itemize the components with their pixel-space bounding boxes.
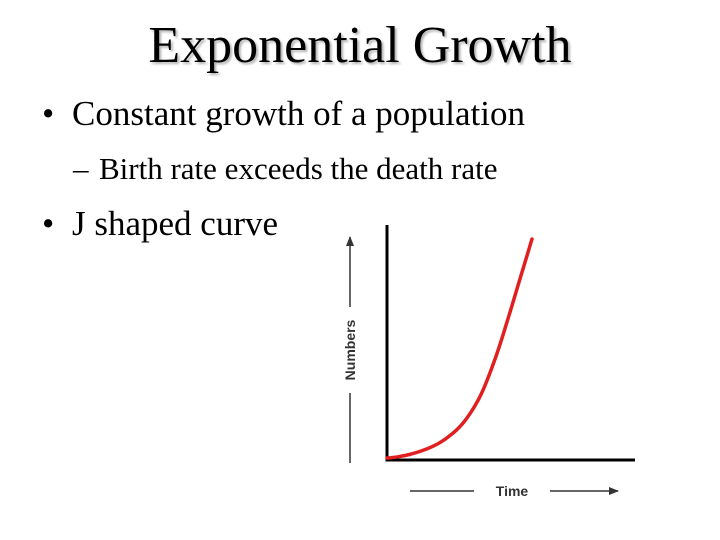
bullet-text: J shaped curve [72, 204, 279, 243]
j-curve-chart: Numbers Time [342, 225, 635, 499]
bullet-text: Constant growth of a population [72, 94, 526, 133]
sub-bullet-1: – Birth rate exceeds the death rate [73, 151, 498, 187]
sub-bullet-text: Birth rate exceeds the death rate [99, 151, 498, 186]
bullet-marker: • [42, 94, 55, 133]
slide-title: Exponential Growth [148, 17, 572, 74]
y-axis-label: Numbers [342, 319, 358, 380]
x-axis-label: Time [496, 483, 529, 499]
bullet-2: • J shaped curve [42, 204, 278, 244]
dash-marker: – [73, 151, 89, 186]
series-line [385, 237, 534, 460]
bullet-1: • Constant growth of a population [42, 94, 525, 134]
bullet-marker: • [42, 204, 55, 243]
